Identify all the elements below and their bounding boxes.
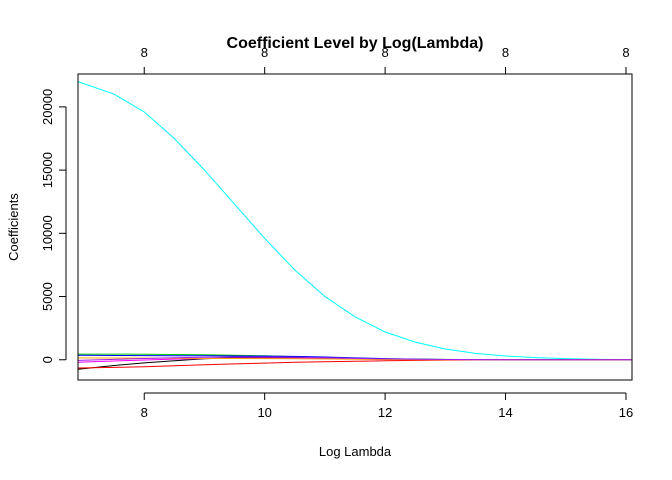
y-tick-label: 20000 (40, 89, 55, 125)
y-axis-title: Coefficients (6, 193, 21, 261)
x-tick-label: 12 (378, 405, 392, 420)
y-tick-label: 10000 (40, 215, 55, 251)
top-tick-label: 8 (261, 45, 268, 60)
series-line-7 (77, 356, 632, 361)
x-axis-title: Log Lambda (319, 444, 392, 459)
series-layer (77, 81, 633, 370)
top-tick-label: 8 (141, 45, 148, 60)
plot-box (77, 73, 633, 381)
y-axis-ticks: 0 5000 10000 15000 20000 (40, 89, 66, 363)
y-tick-label: 15000 (40, 152, 55, 188)
series-line-0 (77, 81, 633, 361)
x-tick-label: 14 (498, 405, 512, 420)
x-tick-label: 16 (619, 405, 633, 420)
x-axis-ticks: 8 10 12 14 16 (141, 393, 633, 420)
chart-title: Coefficient Level by Log(Lambda) (227, 35, 484, 52)
y-tick-label: 0 (40, 356, 55, 363)
top-tick-label: 8 (502, 45, 509, 60)
top-tick-label: 8 (381, 45, 388, 60)
x-tick-label: 10 (257, 405, 271, 420)
y-tick-label: 5000 (40, 282, 55, 311)
top-axis-ticks: 8 8 8 8 8 (141, 45, 630, 74)
series-line-2 (77, 359, 632, 369)
top-tick-label: 8 (622, 45, 629, 60)
x-tick-label: 8 (141, 405, 148, 420)
